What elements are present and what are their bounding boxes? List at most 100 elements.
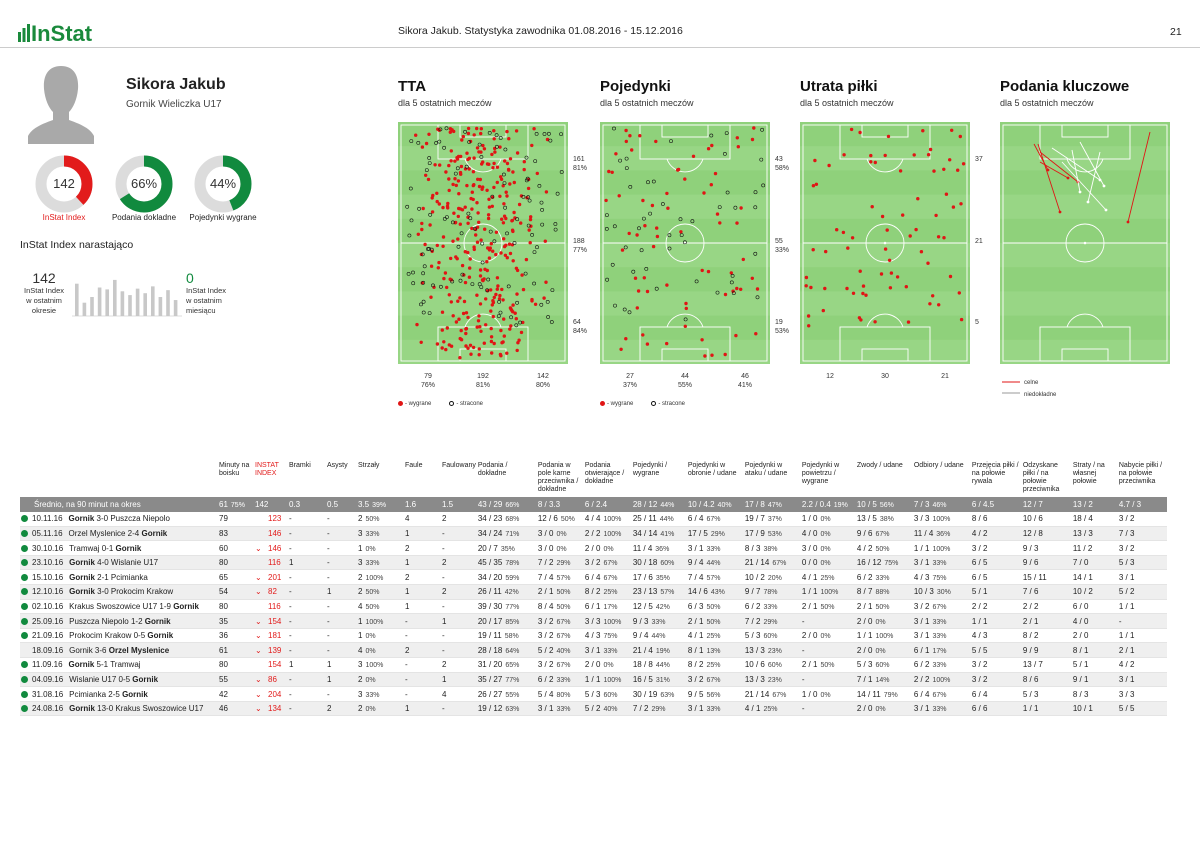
status-dot-icon bbox=[21, 632, 28, 640]
column-header-7: Faulowany bbox=[442, 462, 476, 469]
event-dot-won bbox=[527, 228, 531, 232]
event-dot-lost bbox=[428, 212, 433, 217]
event-dot-won bbox=[477, 150, 481, 154]
event-dot-won bbox=[528, 241, 532, 245]
event-dot-won bbox=[457, 206, 461, 211]
average-cell-0: Średnio, na 90 minut na okres bbox=[20, 497, 218, 512]
event-dot-won bbox=[495, 276, 500, 280]
event-dot-lost bbox=[417, 206, 422, 211]
event-dot-lost bbox=[523, 271, 528, 276]
event-dot-won bbox=[486, 216, 491, 221]
event-dot-won bbox=[494, 292, 498, 297]
status-dot-icon bbox=[21, 602, 28, 610]
instat-index-value: 86 bbox=[268, 674, 277, 684]
stat-cell-8: 34 / 20 59% bbox=[476, 569, 537, 586]
event-dot-lost bbox=[421, 280, 426, 285]
stat-cell-4: - bbox=[326, 511, 357, 527]
stat-cell-18: 2 / 2 bbox=[1021, 599, 1072, 615]
event-dot-won bbox=[544, 190, 549, 194]
event-dot-won bbox=[619, 347, 623, 351]
event-dot-lost bbox=[694, 279, 699, 284]
event-dot-lost bbox=[464, 164, 469, 169]
event-dot-lost bbox=[723, 151, 727, 156]
stat-cell-2: ⌄ 82 bbox=[254, 584, 288, 600]
donut-label-2: Podania dokladne bbox=[111, 213, 177, 222]
stat-cell-2: ⌄ 201 bbox=[254, 569, 288, 586]
pass-legend-inaccurate: niedokładne bbox=[1024, 392, 1057, 398]
event-dot-won bbox=[443, 271, 448, 275]
column-header-18: Odzyskane piłki / na połowie przeciwnika bbox=[1022, 462, 1060, 493]
stat-cell-19: 9 / 1 bbox=[1071, 672, 1118, 688]
event-dot-won bbox=[449, 159, 453, 163]
event-dot-lost bbox=[753, 251, 758, 256]
average-cell-17: 6 / 4.5 bbox=[970, 497, 1022, 512]
event-dot-won bbox=[750, 137, 755, 142]
table-row: 12.10.16 Gornik 3-0 Prokocim Krakow 54 ⌄ 82 -… bbox=[20, 584, 1167, 600]
event-dot-won bbox=[414, 133, 418, 137]
event-dot-won bbox=[435, 199, 439, 204]
event-dot-lost bbox=[759, 157, 764, 162]
event-dot-lost bbox=[618, 158, 623, 163]
stat-cell-8: 20 / 17 85% bbox=[476, 613, 537, 629]
event-dot-won bbox=[451, 182, 455, 187]
event-dot-won bbox=[491, 249, 495, 253]
stat-cell-3: 1 bbox=[288, 555, 326, 571]
average-cell-7: 1.5 bbox=[441, 497, 477, 512]
stat-cell-15: 7 / 1 14% bbox=[855, 672, 913, 688]
stat-cell-10: 2 / 0 0% bbox=[583, 540, 632, 556]
stat-cell-7: 2 bbox=[441, 555, 477, 571]
bottom-zone-text: 44 bbox=[681, 373, 689, 380]
event-dot-lost bbox=[651, 179, 656, 184]
event-dot-won bbox=[821, 308, 825, 313]
stat-cell-12: 3 / 1 33% bbox=[686, 540, 744, 556]
average-cell-6: 1.6 bbox=[404, 497, 441, 512]
event-dot-lost bbox=[409, 139, 414, 144]
stat-cell-1: 46 bbox=[218, 701, 254, 717]
pass-arrow bbox=[1037, 143, 1061, 213]
stat-cell-14: 2 / 1 50% bbox=[800, 599, 856, 615]
event-dot-won bbox=[607, 169, 611, 174]
stat-cell-19: 18 / 4 bbox=[1071, 511, 1118, 527]
event-dot-won bbox=[452, 211, 456, 215]
event-dot-lost bbox=[639, 248, 644, 253]
event-dot-won bbox=[934, 213, 938, 218]
event-dot-won bbox=[468, 343, 473, 347]
event-dot-won bbox=[459, 172, 463, 176]
bottom-zone-text: 27 bbox=[626, 373, 634, 380]
match-part: Wislanie U17 0-5 bbox=[69, 674, 133, 684]
event-dot-lost bbox=[427, 156, 432, 160]
event-dot-won bbox=[465, 183, 469, 188]
event-dot-lost bbox=[637, 226, 641, 231]
event-dot-won bbox=[735, 286, 739, 291]
event-dot-lost bbox=[540, 208, 545, 212]
instat-index-value: 146 bbox=[268, 528, 282, 538]
event-dot-won bbox=[885, 228, 889, 232]
event-dot-won bbox=[914, 227, 918, 232]
average-cell-13: 17 / 8 47% bbox=[743, 497, 801, 512]
stat-cell-14: 3 / 0 0% bbox=[800, 540, 856, 556]
match-cell: 31.08.16 Pcimianka 2-5 Gornik bbox=[20, 686, 218, 702]
stat-cell-5: 3 33% bbox=[357, 686, 404, 702]
stat-cell-6: - bbox=[404, 672, 441, 688]
event-dot-won bbox=[505, 351, 509, 355]
stat-cell-6: 2 bbox=[404, 642, 441, 659]
event-dot-won bbox=[650, 203, 655, 208]
event-dot-lost bbox=[546, 315, 551, 319]
stat-cell-18: 9 / 9 bbox=[1021, 642, 1072, 659]
event-dot-won bbox=[464, 344, 468, 348]
event-dot-won bbox=[898, 169, 903, 173]
event-dot-won bbox=[468, 266, 472, 270]
event-dot-won bbox=[441, 244, 445, 248]
match-part: Tramwaj 0-1 bbox=[69, 543, 116, 553]
event-dot-won bbox=[511, 170, 515, 174]
event-dot-lost bbox=[546, 131, 551, 136]
stat-cell-2: 154 bbox=[254, 657, 288, 673]
column-header-9: Podania w pole karne przeciwnika / dokła… bbox=[537, 462, 579, 493]
event-dot-won bbox=[959, 202, 963, 206]
stat-cell-9: 3 / 2 67% bbox=[536, 613, 584, 629]
stat-cell-3: - bbox=[288, 599, 326, 615]
instat-index-value: 204 bbox=[268, 689, 282, 699]
event-dot-won bbox=[535, 171, 539, 176]
event-dot-lost bbox=[427, 247, 432, 251]
stat-cell-7: - bbox=[441, 701, 477, 717]
